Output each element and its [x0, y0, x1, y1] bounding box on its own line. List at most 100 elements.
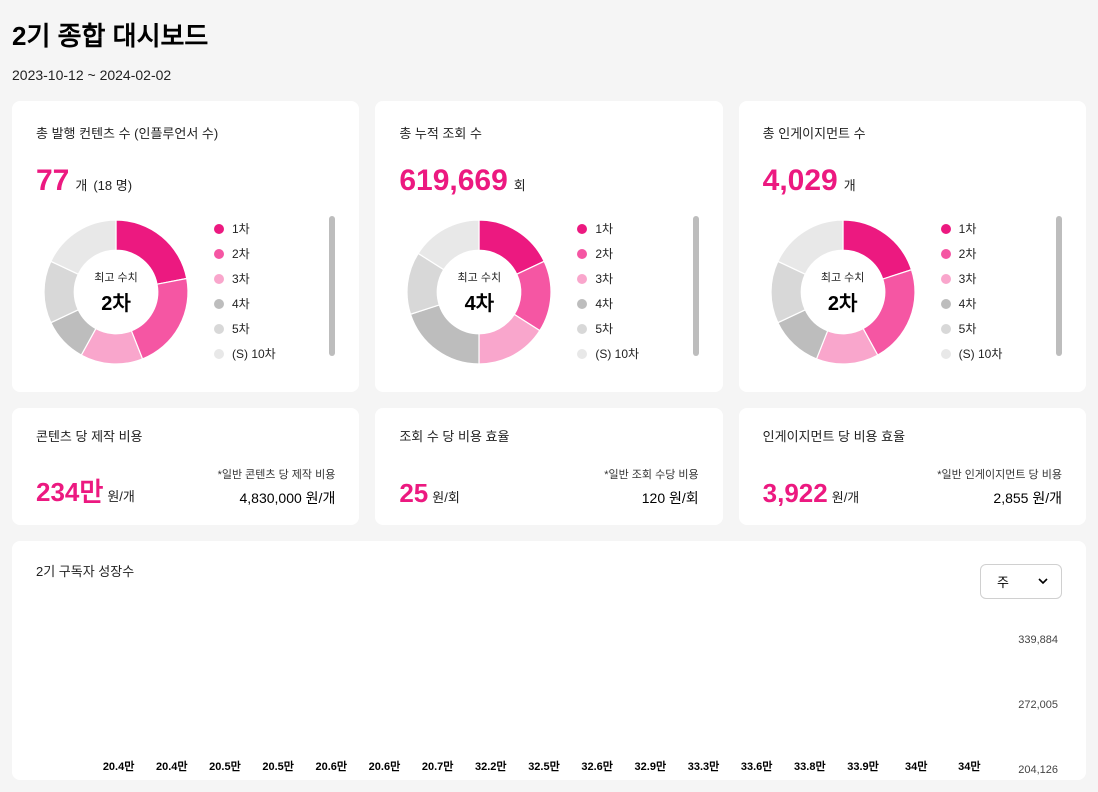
stat-number: 77: [36, 164, 69, 198]
legend-item: 4차: [214, 295, 309, 312]
cost-value: 25원/회: [399, 478, 459, 509]
legend-label: (S) 10차: [232, 345, 276, 362]
period-select-value: 주: [997, 572, 1009, 591]
donut-chart: 최고 수치4차: [399, 212, 559, 372]
bar-value-label: 20.5만: [209, 758, 241, 774]
bar-column: 20.7만: [415, 758, 460, 780]
bar-value-label: 20.4만: [103, 758, 135, 774]
legend-item: (S) 10차: [214, 345, 309, 362]
legend-label: 5차: [232, 320, 250, 337]
cost-reference: *일반 인게이지먼트 당 비용 2,855 원/개: [937, 467, 1062, 509]
legend-item: 3차: [941, 270, 1036, 287]
bar-value-label: 34만: [958, 758, 980, 774]
legend-label: (S) 10차: [959, 345, 1003, 362]
legend-swatch: [941, 224, 951, 234]
bar-chart-y-axis: 339,884 272,005 204,126: [1002, 610, 1062, 780]
y-tick-label: 339,884: [1018, 634, 1058, 646]
bar-column: 33.6만: [734, 758, 779, 780]
legend-swatch: [577, 249, 587, 259]
cost-reference: *일반 콘텐츠 당 제작 비용4,830,000 원/개: [218, 467, 336, 509]
bar-column: 32.2만: [468, 758, 513, 780]
legend-label: 4차: [232, 295, 250, 312]
cost-unit: 원/개: [832, 487, 860, 506]
bar-value-label: 20.4만: [156, 758, 188, 774]
bar-column: 34만: [894, 758, 939, 780]
stat-value: 619,669 회: [399, 164, 698, 198]
legend-label: 2차: [595, 245, 613, 262]
legend-swatch: [214, 274, 224, 284]
donut-legend: 1차2차3차4차5차(S) 10차: [941, 212, 1036, 362]
donut-center-label: 최고 수치: [94, 269, 138, 285]
stat-number: 4,029: [763, 164, 838, 198]
legend-label: 5차: [959, 320, 977, 337]
legend-swatch: [941, 324, 951, 334]
legend-item: 5차: [577, 320, 672, 337]
bar-value-label: 33.8만: [794, 758, 826, 774]
cost-reference: *일반 조회 수당 비용120 원/회: [604, 467, 698, 509]
bar-value-label: 20.7만: [422, 758, 454, 774]
legend-label: 5차: [595, 320, 613, 337]
stat-unit: 개: [844, 175, 856, 194]
stat-card-label: 총 누적 조회 수: [399, 123, 698, 142]
bar-value-label: 32.2만: [475, 758, 507, 774]
period-select[interactable]: 주: [980, 564, 1062, 599]
y-tick-label: 204,126: [1018, 764, 1058, 776]
legend-swatch: [214, 249, 224, 259]
cost-ref-value: 2,855 원/개: [937, 487, 1062, 509]
bar-value-label: 33.3만: [688, 758, 720, 774]
chevron-down-icon: [1037, 575, 1049, 587]
bar-column: 34만: [947, 758, 992, 780]
stat-unit: 개: [75, 175, 87, 194]
legend-label: 2차: [232, 245, 250, 262]
legend-item: 2차: [214, 245, 309, 262]
stat-unit: 회: [514, 175, 526, 194]
page-title: 2기 종합 대시보드: [12, 16, 1086, 53]
donut-center-value: 2차: [101, 287, 131, 316]
legend-swatch: [941, 274, 951, 284]
legend-item: (S) 10차: [577, 345, 672, 362]
bar-value-label: 20.5만: [262, 758, 294, 774]
cost-note: *일반 인게이지먼트 당 비용: [937, 467, 1062, 485]
legend-item: 3차: [577, 270, 672, 287]
legend-swatch: [941, 299, 951, 309]
legend-swatch: [214, 299, 224, 309]
stat-sub: (18 명): [93, 175, 132, 194]
y-tick-label: 272,005: [1018, 699, 1058, 711]
bar-value-label: 33.6만: [741, 758, 773, 774]
bar-value-label: 33.9만: [847, 758, 879, 774]
cost-card-label: 콘텐츠 당 제작 비용: [36, 426, 335, 445]
legend-swatch: [941, 249, 951, 259]
cost-card-label: 조회 수 당 비용 효율: [399, 426, 698, 445]
legend-item: (S) 10차: [941, 345, 1036, 362]
legend-swatch: [941, 349, 951, 359]
date-range: 2023-10-12 ~ 2024-02-02: [12, 67, 1086, 83]
donut-center-value: 2차: [828, 287, 858, 316]
bar-value-label: 32.9만: [635, 758, 667, 774]
bar-column: 32.5만: [521, 758, 566, 780]
legend-swatch: [214, 349, 224, 359]
bar-column: 20.5만: [256, 758, 301, 780]
stat-value: 77 개 (18 명): [36, 164, 335, 198]
legend-item: 5차: [214, 320, 309, 337]
bar-column: 20.6만: [362, 758, 407, 780]
legend-label: 1차: [959, 220, 977, 237]
legend-label: 3차: [595, 270, 613, 287]
cost-number: 3,922: [763, 478, 828, 509]
donut-chart: 최고 수치2차: [763, 212, 923, 372]
donut-legend: 1차2차3차4차5차(S) 10차: [577, 212, 672, 362]
cost-number: 234만: [36, 472, 103, 509]
bar-value-label: 32.6만: [581, 758, 613, 774]
stat-number: 619,669: [399, 164, 507, 198]
scrollbar[interactable]: [329, 216, 335, 356]
donut-legend: 1차2차3차4차5차(S) 10차: [214, 212, 309, 362]
stat-value: 4,029 개: [763, 164, 1062, 198]
cost-number: 25: [399, 478, 428, 509]
scrollbar[interactable]: [1056, 216, 1062, 356]
legend-item: 1차: [214, 220, 309, 237]
bar-column: 20.5만: [202, 758, 247, 780]
scrollbar[interactable]: [693, 216, 699, 356]
legend-label: 2차: [959, 245, 977, 262]
cost-note: *일반 조회 수당 비용: [604, 467, 698, 485]
legend-label: (S) 10차: [595, 345, 639, 362]
cost-ref-value: 4,830,000 원/개: [218, 487, 336, 509]
